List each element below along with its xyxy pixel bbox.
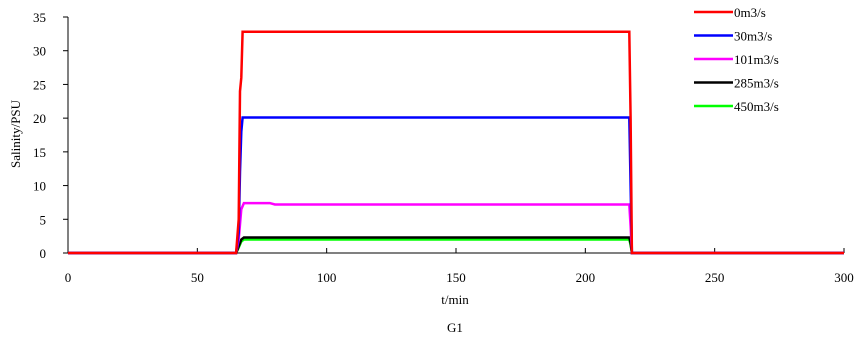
y-tick-label: 0 xyxy=(40,246,47,261)
y-tick-label: 35 xyxy=(33,10,46,25)
y-tick-label: 25 xyxy=(33,77,46,92)
legend-label: 101m3/s xyxy=(734,52,779,67)
y-tick-label: 5 xyxy=(40,212,47,227)
y-tick-label: 10 xyxy=(33,179,46,194)
legend: 0m3/s 30m3/s 101m3/s 285m3/s 450m3/s xyxy=(694,5,779,114)
x-tick-label: 300 xyxy=(834,270,854,285)
series-line xyxy=(68,201,844,255)
x-axis-label: t/min xyxy=(441,292,469,307)
chart-caption: G1 xyxy=(447,320,463,335)
x-tick-label: 150 xyxy=(446,270,466,285)
axes: 0 5 10 15 20 25 30 35 0 50 100 150 200 250 300 xyxy=(33,10,854,285)
legend-label: 0m3/s xyxy=(734,5,766,20)
x-tick-label: 0 xyxy=(65,270,72,285)
series-line xyxy=(68,30,844,255)
y-tick-label: 30 xyxy=(33,44,46,59)
x-tick-label: 100 xyxy=(317,270,337,285)
series-line xyxy=(68,116,844,255)
legend-label: 450m3/s xyxy=(734,99,779,114)
x-tick-label: 50 xyxy=(191,270,204,285)
series-lines xyxy=(68,30,844,255)
legend-label: 30m3/s xyxy=(734,29,772,44)
legend-label: 285m3/s xyxy=(734,76,779,91)
x-tick-label: 250 xyxy=(705,270,725,285)
y-axis-label: Salinity/PSU xyxy=(8,99,23,168)
y-tick-label: 20 xyxy=(33,111,46,126)
y-tick-label: 15 xyxy=(33,145,46,160)
x-tick-label: 200 xyxy=(576,270,596,285)
